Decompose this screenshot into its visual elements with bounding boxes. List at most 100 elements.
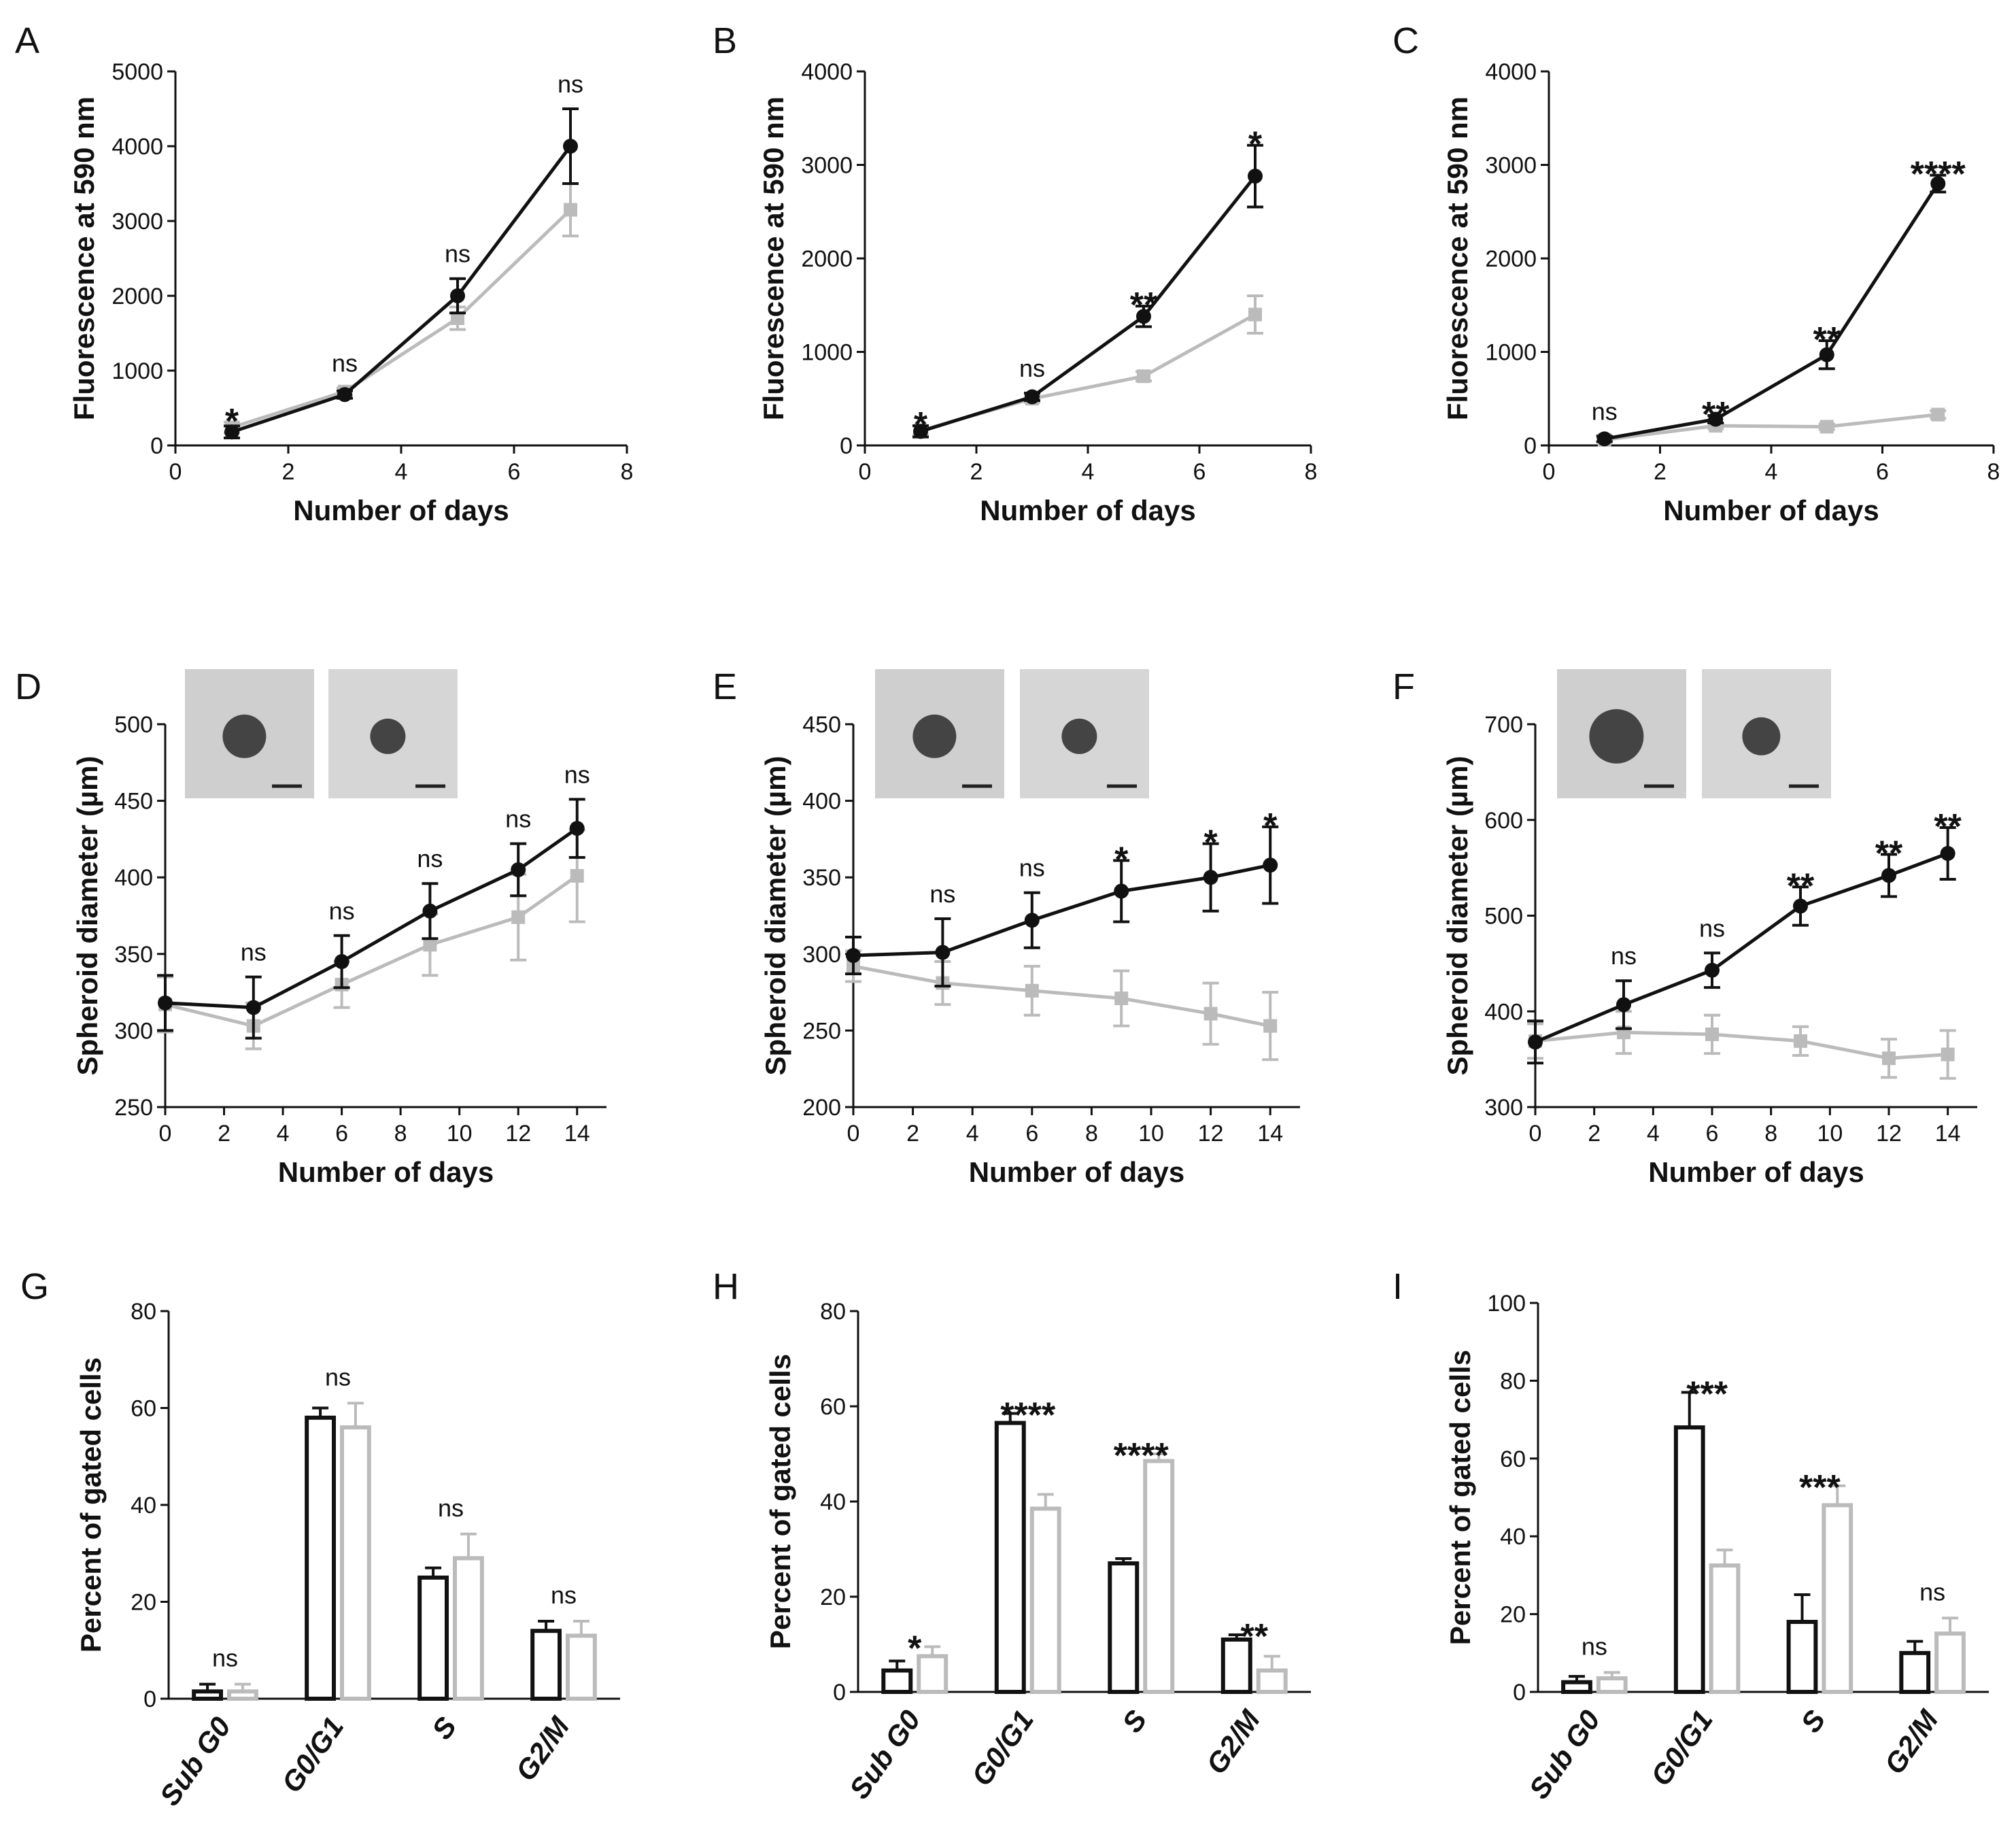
series-light xyxy=(845,949,1279,1062)
x-tick-label: 0 xyxy=(169,459,182,485)
y-tick-label: 2000 xyxy=(112,284,163,309)
significance-label: *** xyxy=(1686,1375,1728,1414)
significance-label: ns xyxy=(558,70,583,98)
category-label: G0/G1 xyxy=(1645,1704,1719,1791)
x-tick-label: 2 xyxy=(906,1121,919,1147)
y-tick-label: 60 xyxy=(1500,1446,1526,1472)
x-tick-label: 8 xyxy=(1305,459,1318,485)
x-axis-label: Number of days xyxy=(1663,494,1879,526)
y-tick-label: 20 xyxy=(820,1584,846,1610)
x-axis-label: Number of days xyxy=(278,1156,494,1188)
y-tick-label: 4000 xyxy=(112,134,163,160)
y-tick-label: 3000 xyxy=(112,209,163,235)
x-tick-label: 6 xyxy=(1706,1121,1719,1147)
y-tick-label: 300 xyxy=(802,942,841,968)
bar-light xyxy=(917,1645,949,1694)
category-label: Sub G0 xyxy=(1522,1704,1606,1804)
series-light xyxy=(157,828,585,1051)
bar-dark xyxy=(1220,1633,1252,1694)
series-dark xyxy=(912,143,1263,439)
spheroid-thumbnail xyxy=(185,669,314,798)
y-tick-label: 400 xyxy=(1484,999,1523,1025)
data-point xyxy=(511,910,526,924)
y-tick-label: 80 xyxy=(1500,1368,1526,1394)
x-tick-label: 2 xyxy=(282,459,295,485)
data-point xyxy=(570,868,584,883)
y-axis-label: Spheroid diameter (µm) xyxy=(71,756,103,1076)
bar-dark xyxy=(994,1412,1026,1694)
data-point xyxy=(1248,307,1262,322)
category-label: S xyxy=(1116,1704,1153,1738)
y-tick-label: 20 xyxy=(131,1590,156,1616)
data-point xyxy=(569,821,585,836)
significance-label: * xyxy=(1263,807,1278,846)
y-tick-label: 4000 xyxy=(1485,59,1537,85)
x-tick-label: 8 xyxy=(394,1121,407,1147)
spheroid-blob xyxy=(1061,718,1097,754)
bar xyxy=(1709,1563,1741,1695)
x-tick-label: 6 xyxy=(1025,1121,1038,1147)
x-tick-label: 14 xyxy=(1935,1121,1961,1147)
x-tick-label: 6 xyxy=(1193,459,1206,485)
y-tick-label: 5000 xyxy=(112,59,163,85)
y-tick-label: 40 xyxy=(820,1489,846,1515)
y-tick-label: 80 xyxy=(820,1299,846,1325)
data-point xyxy=(1596,431,1612,447)
series-light xyxy=(1527,1010,1956,1080)
spheroid-blob xyxy=(1742,717,1781,756)
bar xyxy=(1561,1680,1592,1694)
series-line xyxy=(1535,851,1949,1044)
y-tick-label: 0 xyxy=(1513,1680,1526,1706)
data-point xyxy=(158,995,173,1011)
series-line xyxy=(231,145,572,434)
data-point xyxy=(1941,1047,1955,1062)
bar xyxy=(340,1425,371,1701)
x-tick-label: 14 xyxy=(1257,1121,1283,1147)
series-line xyxy=(853,863,1271,957)
significance-label: ** xyxy=(1702,395,1730,435)
y-axis-label: Percent of gated cells xyxy=(764,1354,796,1649)
panel-label: G xyxy=(20,1266,49,1307)
bar-dark xyxy=(192,1682,224,1701)
data-point xyxy=(1708,411,1724,427)
y-tick-label: 3000 xyxy=(1485,153,1537,179)
panel-label: A xyxy=(15,20,39,61)
data-point xyxy=(913,424,928,439)
series-dark xyxy=(845,825,1279,988)
bar xyxy=(1029,1506,1061,1694)
data-point xyxy=(1137,369,1150,384)
y-tick-label: 3000 xyxy=(801,153,853,179)
bar-light xyxy=(1256,1655,1288,1694)
y-tick-label: 4000 xyxy=(801,59,853,85)
bar xyxy=(227,1689,258,1701)
data-point xyxy=(1528,1034,1543,1050)
bar-light xyxy=(1934,1616,1966,1694)
y-tick-label: 350 xyxy=(802,865,841,891)
data-point xyxy=(1025,983,1039,998)
significance-label: * xyxy=(225,402,239,441)
x-tick-label: 4 xyxy=(966,1121,979,1147)
data-point xyxy=(1930,176,1946,191)
bar xyxy=(1256,1668,1288,1694)
significance-label: ** xyxy=(1875,834,1903,873)
y-tick-label: 2000 xyxy=(801,246,853,272)
y-tick-label: 300 xyxy=(114,1018,153,1044)
data-point xyxy=(1114,991,1129,1006)
bar xyxy=(1899,1650,1931,1695)
y-tick-label: 400 xyxy=(114,865,153,891)
significance-label: ns xyxy=(1592,397,1618,425)
y-axis-label: Fluorescence at 590 nm xyxy=(1441,97,1473,420)
bar-dark xyxy=(1673,1391,1705,1695)
significance-label: ns xyxy=(551,1581,577,1609)
x-tick-label: 0 xyxy=(1543,459,1556,485)
y-tick-label: 1000 xyxy=(1485,340,1537,366)
series-line xyxy=(920,175,1257,433)
data-point xyxy=(337,387,352,403)
bar-dark xyxy=(417,1566,449,1701)
series-light xyxy=(1596,407,1947,447)
chart-panel-c: C 0 1000 2000 3000 4000 0 2 4 6 8 Number of days Flu… xyxy=(1393,20,2000,526)
data-point xyxy=(1940,846,1955,862)
category-label: S xyxy=(426,1711,463,1745)
y-tick-label: 100 xyxy=(1487,1291,1526,1317)
x-tick-label: 12 xyxy=(505,1121,531,1147)
